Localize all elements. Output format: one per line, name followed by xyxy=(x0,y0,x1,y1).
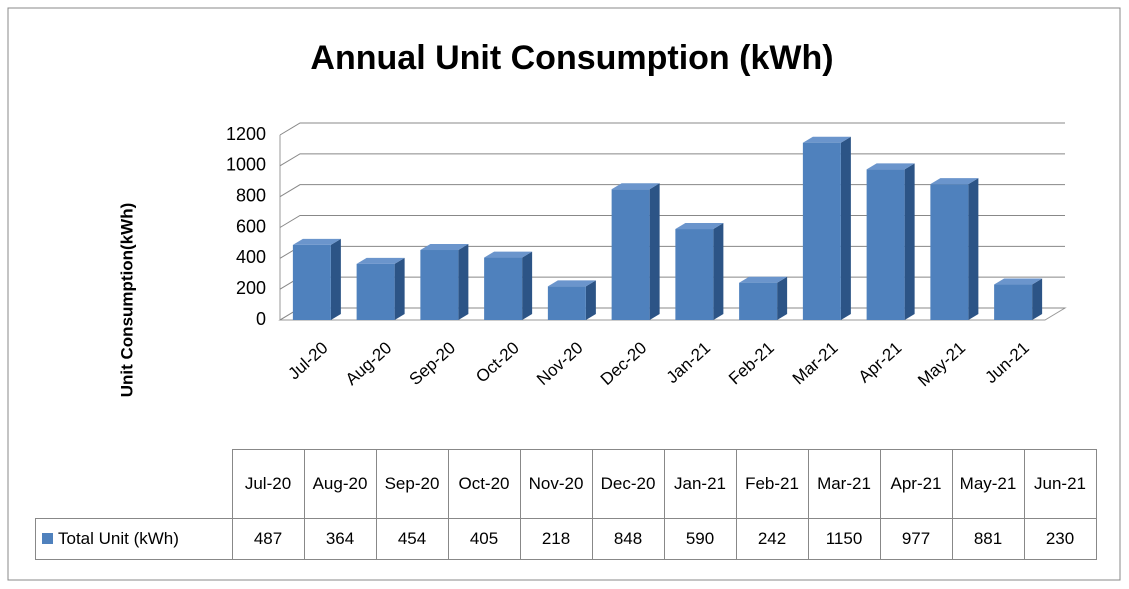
bar-top xyxy=(547,280,596,287)
bar-top xyxy=(866,163,915,170)
table-corner xyxy=(36,450,233,519)
bar-side xyxy=(458,244,469,320)
legend-label: Total Unit (kWh) xyxy=(58,529,179,548)
bar-side xyxy=(649,183,660,320)
bar-front xyxy=(930,184,969,320)
bar xyxy=(484,251,533,320)
bar-front xyxy=(292,244,331,320)
bar-side xyxy=(394,257,405,320)
table-value: 590 xyxy=(663,518,737,560)
bar-side xyxy=(904,163,915,320)
bar-top xyxy=(802,136,851,143)
bar xyxy=(866,163,915,320)
bar-front xyxy=(611,189,650,320)
bar-top xyxy=(356,257,405,264)
bar-side xyxy=(713,223,724,320)
table-value: 405 xyxy=(447,518,521,560)
bar xyxy=(611,183,660,320)
y-tick-label: 0 xyxy=(256,309,266,329)
table-value: 881 xyxy=(951,518,1025,560)
bar xyxy=(292,238,341,320)
bar-front xyxy=(484,257,523,320)
table-category: Aug-20 xyxy=(303,449,377,519)
table-category: May-21 xyxy=(951,449,1025,519)
table-category: Apr-21 xyxy=(879,449,953,519)
bar xyxy=(802,136,851,320)
table-value: 487 xyxy=(231,518,305,560)
bar-top xyxy=(675,223,724,230)
table-category: Nov-20 xyxy=(519,449,593,519)
table-category: Mar-21 xyxy=(807,449,881,519)
table-value: 230 xyxy=(1023,518,1097,560)
legend-swatch xyxy=(42,533,53,544)
bar-front xyxy=(802,142,841,320)
y-tick-label: 800 xyxy=(236,185,266,205)
table-value: 454 xyxy=(375,518,449,560)
table-value: 242 xyxy=(735,518,809,560)
bar-front xyxy=(547,286,586,320)
grid-line xyxy=(279,122,1065,136)
bar xyxy=(739,276,788,320)
table-category: Sep-20 xyxy=(375,449,449,519)
table-value: 218 xyxy=(519,518,593,560)
table-category: Dec-20 xyxy=(591,449,665,519)
legend-cell: Total Unit (kWh) xyxy=(35,518,233,560)
table-category: Jan-21 xyxy=(663,449,737,519)
bar-top xyxy=(611,183,660,190)
table-value: 848 xyxy=(591,518,665,560)
bar-front xyxy=(356,263,395,320)
bar-top xyxy=(292,238,341,245)
data-table: Jul-20 Aug-20 Sep-20 Oct-20 Nov-20 Dec-20 Jan-… xyxy=(35,449,1097,560)
table-category: Oct-20 xyxy=(447,449,521,519)
bar xyxy=(930,178,979,320)
bar-top xyxy=(930,178,979,185)
y-tick-label: 400 xyxy=(236,247,266,267)
bar-side xyxy=(1032,278,1043,320)
table-value: 1150 xyxy=(807,518,881,560)
y-tick-label: 200 xyxy=(236,278,266,298)
y-tick-label: 600 xyxy=(236,216,266,236)
table-value: 977 xyxy=(879,518,953,560)
y-tick-label: 1200 xyxy=(226,124,266,144)
y-tick-label: 1000 xyxy=(226,155,266,175)
table-category: Jun-21 xyxy=(1023,449,1097,519)
bar-side xyxy=(522,251,533,320)
table-header-row: Jul-20 Aug-20 Sep-20 Oct-20 Nov-20 Dec-20 Jan-… xyxy=(36,449,1097,519)
bar-side xyxy=(777,276,788,320)
table-category: Feb-21 xyxy=(735,449,809,519)
bar xyxy=(356,257,405,320)
bar-side xyxy=(968,178,979,320)
table-row: Total Unit (kWh) 487 364 454 405 218 848 590 242… xyxy=(35,518,1097,560)
bar-side xyxy=(840,136,851,320)
bar xyxy=(994,278,1043,320)
bar-top xyxy=(484,251,533,258)
bar xyxy=(547,280,596,320)
bar xyxy=(675,223,724,320)
bar-top xyxy=(994,278,1043,285)
bar-top xyxy=(420,244,469,251)
y-axis-label: Unit Consumption(kWh) xyxy=(117,203,136,398)
bar-front xyxy=(994,284,1033,320)
bar-front xyxy=(675,229,714,320)
chart-title: Annual Unit Consumption (kWh) xyxy=(310,39,833,77)
bar-front xyxy=(866,169,905,320)
table-value: 364 xyxy=(303,518,377,560)
bar-top xyxy=(739,276,788,283)
bar-front xyxy=(420,250,459,320)
bar xyxy=(420,244,469,320)
bar-side xyxy=(585,280,596,320)
bar-front xyxy=(739,282,778,320)
bar-side xyxy=(330,238,341,320)
table-category: Jul-20 xyxy=(231,449,305,519)
